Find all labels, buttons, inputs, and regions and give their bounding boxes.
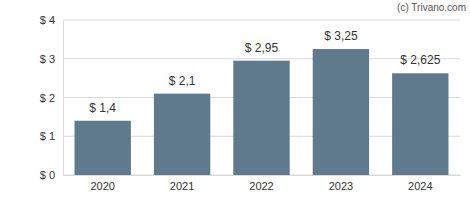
y-tick: $ 2	[40, 92, 63, 104]
x-tick: 2021	[170, 175, 194, 192]
bar	[154, 94, 210, 175]
y-tick-label: $ 0	[40, 169, 55, 181]
x-tick-label: 2022	[249, 180, 273, 192]
data-label: $ 3,25	[324, 29, 358, 43]
y-axis: $ 0 $ 1 $ 2 $ 3 $ 4	[40, 14, 64, 181]
x-tick-label: 2021	[170, 180, 194, 192]
data-label: $ 2,95	[245, 41, 279, 55]
x-tick-label: 2024	[408, 180, 432, 192]
x-tick: 2022	[249, 175, 273, 192]
data-labels: $ 1,4 $ 2,1 $ 2,95 $ 3,25 $ 2,625	[89, 29, 440, 115]
credit: (c) Trivano.com	[397, 2, 466, 13]
x-tick-label: 2020	[90, 180, 114, 192]
y-tick: $ 0	[40, 169, 63, 181]
x-axis-line	[64, 175, 461, 176]
bar	[233, 61, 289, 175]
x-tick: 2023	[329, 175, 353, 192]
x-tick-label: 2023	[329, 180, 353, 192]
data-label: $ 2,1	[169, 74, 196, 88]
bars	[75, 49, 449, 175]
chart: $ 0 $ 1 $ 2 $ 3 $ 4 2020 2021 2022 2023 2024 $ 1,4…	[0, 0, 470, 200]
x-tick: 2024	[408, 175, 432, 192]
y-tick-label: $ 4	[40, 14, 55, 26]
y-tick-label: $ 1	[40, 130, 55, 142]
y-tick-label: $ 2	[40, 92, 55, 104]
y-tick: $ 1	[40, 130, 63, 142]
bar	[75, 121, 131, 175]
y-tick: $ 3	[40, 53, 63, 65]
data-label: $ 1,4	[89, 101, 116, 115]
x-tick: 2020	[90, 175, 114, 192]
grid	[63, 20, 460, 175]
data-label: $ 2,625	[400, 53, 440, 67]
y-tick-label: $ 3	[40, 53, 55, 65]
bar	[313, 49, 369, 175]
bar	[392, 73, 448, 175]
x-axis: 2020 2021 2022 2023 2024	[64, 175, 461, 192]
grid-line	[63, 20, 460, 21]
y-tick: $ 4	[40, 14, 63, 26]
y-axis-line	[63, 21, 64, 176]
